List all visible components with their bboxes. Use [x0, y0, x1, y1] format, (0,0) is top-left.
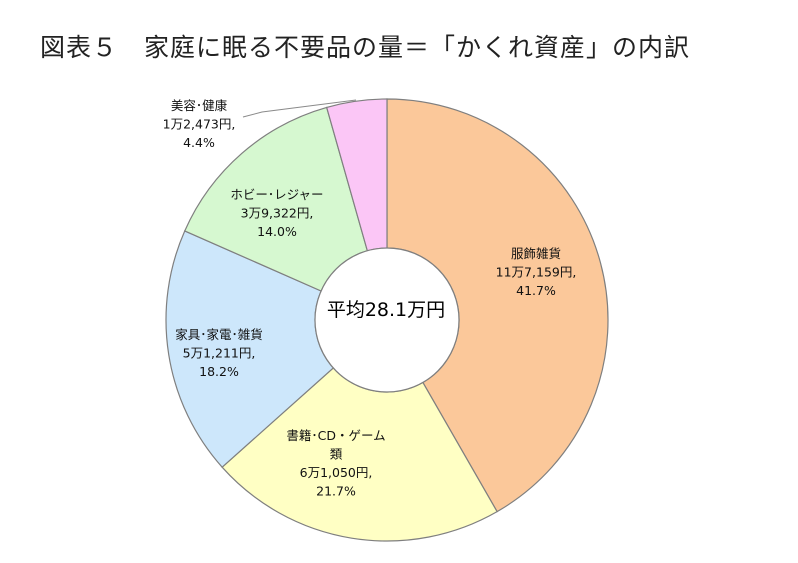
slice-label-3: ホビー･レジャー 3万9,322円, 14.0%	[230, 187, 323, 239]
slice-label-1: 書籍･CD・ゲーム類 6万1,050円, 21.7%	[286, 428, 385, 499]
slice-label-4: 美容･健康 1万2,473円, 4.4%	[163, 98, 236, 150]
chart-title: 図表５ 家庭に眠る不要品の量＝「かくれ資産」の内訳	[40, 33, 691, 62]
slice-label-0: 服飾雑貨 11万7,159円, 41.7%	[496, 246, 577, 298]
leader-line	[242, 99, 357, 118]
slice-group	[165, 98, 609, 542]
donut-hole	[314, 247, 460, 393]
slice-label-2: 家具･家電･雑貨 5万1,211円, 18.2%	[175, 327, 263, 379]
label-group: 服飾雑貨 11万7,159円, 41.7% 書籍･CD・ゲーム類 6万1,050円, 21…	[163, 98, 577, 499]
center-label: 平均28.1万円	[327, 299, 445, 321]
